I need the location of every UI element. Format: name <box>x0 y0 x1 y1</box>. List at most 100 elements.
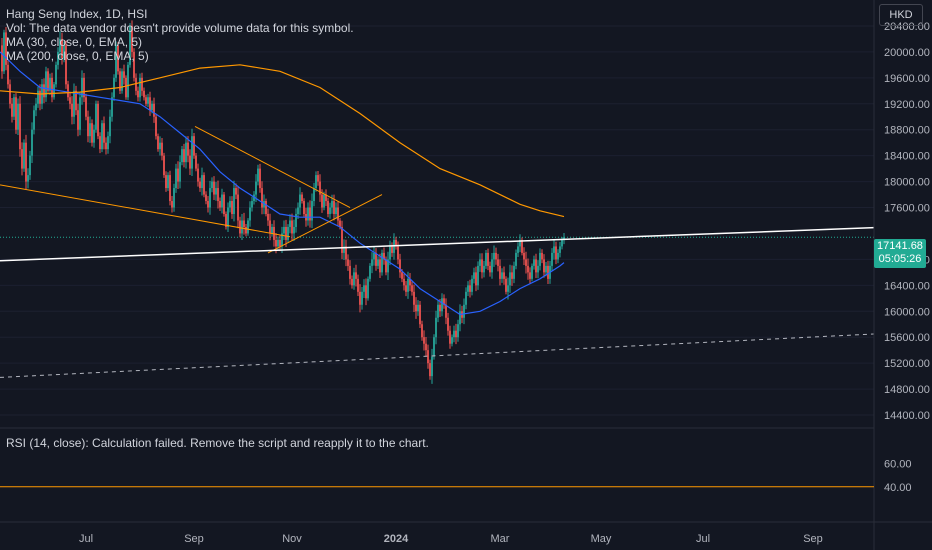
candle-body <box>509 272 511 286</box>
candle-body <box>513 265 515 279</box>
candle-body <box>339 220 341 227</box>
price-tick-label: 19200.00 <box>884 99 930 111</box>
price-tick-label: 16400.00 <box>884 280 930 292</box>
candle-body <box>443 298 445 305</box>
candle-body <box>341 226 343 253</box>
candle-body <box>113 77 115 98</box>
candle-body <box>49 77 51 91</box>
candle-body <box>249 207 251 221</box>
candle-body <box>247 220 249 234</box>
candle-body <box>43 84 45 98</box>
candle-body <box>87 116 89 137</box>
time-axis[interactable]: Jul Sep Nov 2024 Mar May Jul Sep <box>79 533 823 545</box>
main-price-pane[interactable] <box>0 20 875 416</box>
candle-body <box>337 207 339 221</box>
symbol-legend[interactable]: Hang Seng Index, 1D, HSI <box>6 7 148 21</box>
ema200-line[interactable] <box>0 64 565 218</box>
candle-body <box>293 226 295 234</box>
candle-body <box>31 129 33 156</box>
candle-body <box>491 259 493 273</box>
candle-body <box>137 90 139 98</box>
candle-body <box>81 77 83 98</box>
candle-body <box>399 259 401 273</box>
candle-body <box>313 188 315 202</box>
price-tick-label: 16000.00 <box>884 306 930 318</box>
candle-body <box>93 129 95 143</box>
candle-body <box>343 246 345 253</box>
candle-body <box>497 259 499 266</box>
candle-body <box>259 168 261 189</box>
candle-body <box>205 194 207 202</box>
candle-body <box>199 181 201 189</box>
candle-body <box>155 116 157 137</box>
candle-body <box>57 51 59 65</box>
time-tick-label: Mar <box>491 533 510 545</box>
rsi-tick-label: 60.00 <box>884 458 912 470</box>
candle-body <box>299 194 301 208</box>
candle-body <box>541 252 543 260</box>
ema30-legend[interactable]: MA (30, close, 0, EMA, 5) <box>6 35 143 49</box>
candle-body <box>177 168 179 182</box>
ema30-line[interactable] <box>0 51 565 316</box>
dashed-support-line[interactable] <box>0 333 875 378</box>
candle-body <box>289 220 291 227</box>
rsi-legend[interactable]: RSI (14, close): Calculation failed. Rem… <box>6 436 429 450</box>
price-tick-label: 17600.00 <box>884 203 930 215</box>
candle-body <box>527 265 529 273</box>
candle-body <box>477 265 479 286</box>
candle-body <box>143 90 145 98</box>
candle-body <box>317 175 319 182</box>
candle-body <box>303 201 305 214</box>
candle-body <box>371 259 373 266</box>
rsi-pane[interactable]: 60.00 40.00 <box>0 458 912 494</box>
candle-body <box>65 45 67 85</box>
candle-body <box>119 71 121 91</box>
candle-body <box>267 214 269 221</box>
ema200-legend[interactable]: MA (200, close, 0, EMA, 5) <box>6 49 149 63</box>
trendline-drawing[interactable] <box>0 184 291 238</box>
candle-body <box>73 90 75 117</box>
candle-body <box>203 175 205 195</box>
time-tick-label: Nov <box>282 533 302 545</box>
trendline-drawing[interactable] <box>194 126 351 208</box>
candle-body <box>331 201 333 208</box>
candle-body <box>53 84 55 98</box>
candle-body <box>29 155 31 176</box>
candle-body <box>505 278 507 292</box>
candle-body <box>147 97 149 104</box>
candle-body <box>15 97 17 130</box>
candle-body <box>515 252 517 266</box>
candle-body <box>377 259 379 266</box>
candle-body <box>69 97 71 104</box>
candle-body <box>243 220 245 227</box>
candle-body <box>101 123 103 150</box>
candle-body <box>105 142 107 150</box>
candle-body <box>455 330 457 338</box>
time-tick-label: Sep <box>184 533 204 545</box>
trendline-drawing[interactable] <box>0 226 875 262</box>
candle-body <box>481 259 483 273</box>
candle-body <box>459 311 461 325</box>
candle-body <box>27 175 29 182</box>
price-tick-label: 15600.00 <box>884 332 930 344</box>
candle-body <box>127 64 129 98</box>
trendline-drawing[interactable] <box>267 194 383 254</box>
candle-body <box>311 201 313 221</box>
candle-body <box>539 252 541 266</box>
price-tick-label: 15200.00 <box>884 358 930 370</box>
candle-body <box>543 259 545 273</box>
candle-body <box>123 71 125 78</box>
candle-body <box>37 90 39 104</box>
candle-body <box>213 181 215 195</box>
candle-body <box>103 123 105 143</box>
candle-body <box>553 246 555 253</box>
candle-body <box>117 45 119 72</box>
candle-body <box>403 278 405 286</box>
currency-button[interactable]: HKD <box>879 4 923 26</box>
candle-body <box>219 201 221 208</box>
candle-body <box>125 77 127 98</box>
candle-body <box>559 246 561 253</box>
candle-body <box>229 201 231 208</box>
